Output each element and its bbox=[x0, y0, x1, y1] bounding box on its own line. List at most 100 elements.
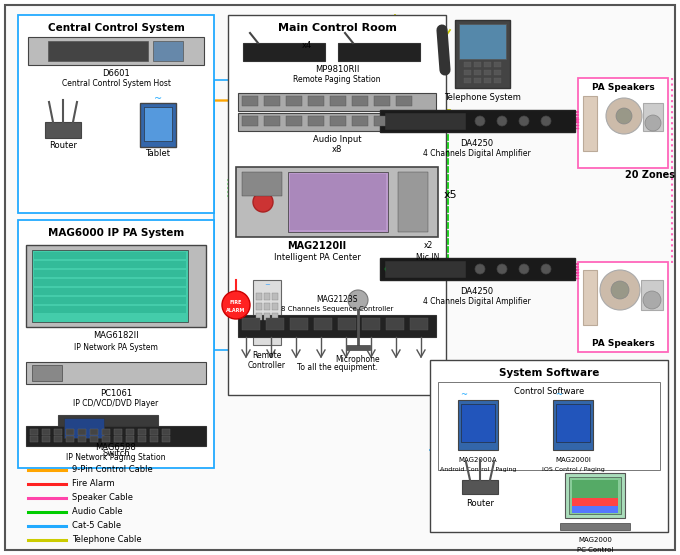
Bar bbox=[114, 429, 122, 435]
Text: Telephone System: Telephone System bbox=[443, 93, 520, 103]
Bar bbox=[374, 116, 390, 126]
Bar bbox=[338, 43, 420, 61]
Bar bbox=[455, 20, 510, 88]
Bar bbox=[272, 303, 278, 310]
Bar bbox=[553, 400, 593, 450]
Text: x5: x5 bbox=[443, 190, 457, 200]
Bar bbox=[28, 37, 204, 65]
Bar bbox=[45, 122, 81, 138]
Bar bbox=[78, 429, 86, 435]
Text: MAG6182II: MAG6182II bbox=[93, 331, 139, 341]
Bar bbox=[474, 78, 481, 83]
Bar bbox=[435, 23, 457, 71]
Bar bbox=[64, 418, 104, 438]
Text: Cat-5 Cable: Cat-5 Cable bbox=[72, 522, 121, 531]
Text: ~: ~ bbox=[264, 282, 270, 288]
Bar bbox=[560, 523, 630, 530]
Bar bbox=[484, 62, 491, 67]
Circle shape bbox=[611, 281, 629, 299]
Text: IP CD/VCD/DVD Player: IP CD/VCD/DVD Player bbox=[73, 400, 158, 408]
Bar bbox=[583, 96, 597, 151]
Bar bbox=[380, 258, 575, 280]
Bar bbox=[78, 436, 86, 442]
Text: Controller: Controller bbox=[248, 361, 286, 370]
Bar bbox=[464, 78, 471, 83]
Text: Router: Router bbox=[49, 142, 77, 150]
Bar bbox=[578, 78, 668, 168]
Bar bbox=[242, 172, 282, 196]
Text: Remote Paging Station: Remote Paging Station bbox=[293, 74, 381, 83]
Text: System Software: System Software bbox=[499, 368, 599, 378]
Bar bbox=[643, 103, 663, 131]
Text: PA Speakers: PA Speakers bbox=[592, 83, 654, 93]
Circle shape bbox=[519, 116, 529, 126]
Bar bbox=[308, 116, 324, 126]
Bar bbox=[162, 436, 170, 442]
Bar bbox=[396, 96, 412, 106]
Bar bbox=[162, 429, 170, 435]
Bar bbox=[238, 315, 436, 337]
Bar bbox=[34, 252, 186, 259]
Text: DA4250: DA4250 bbox=[460, 139, 494, 149]
Bar bbox=[102, 436, 110, 442]
Bar bbox=[150, 429, 158, 435]
Bar bbox=[494, 78, 501, 83]
Circle shape bbox=[497, 116, 507, 126]
Bar bbox=[556, 404, 590, 442]
Bar bbox=[34, 288, 186, 295]
Bar bbox=[138, 436, 146, 442]
Text: D6601: D6601 bbox=[102, 68, 130, 78]
Bar bbox=[290, 318, 308, 330]
Text: ~: ~ bbox=[154, 94, 162, 104]
Text: Main Control Room: Main Control Room bbox=[277, 23, 396, 33]
Bar bbox=[34, 270, 186, 277]
Bar bbox=[398, 172, 428, 232]
Text: IP Network Paging Station: IP Network Paging Station bbox=[66, 453, 166, 462]
Bar bbox=[26, 426, 206, 446]
Bar bbox=[272, 313, 278, 320]
Bar bbox=[228, 15, 446, 395]
Bar bbox=[238, 113, 436, 131]
Bar bbox=[641, 280, 663, 310]
Text: Fire Alarm: Fire Alarm bbox=[72, 480, 115, 488]
Bar bbox=[286, 116, 302, 126]
Circle shape bbox=[541, 116, 551, 126]
Bar bbox=[352, 116, 368, 126]
Circle shape bbox=[600, 270, 640, 310]
Text: Android Control / Paging: Android Control / Paging bbox=[440, 467, 516, 472]
Bar bbox=[459, 24, 506, 59]
Bar bbox=[430, 360, 668, 532]
Bar bbox=[396, 116, 412, 126]
Bar bbox=[256, 303, 262, 310]
Bar bbox=[18, 15, 214, 213]
Bar bbox=[380, 110, 575, 132]
Text: Audio Cable: Audio Cable bbox=[72, 507, 122, 517]
Bar bbox=[66, 436, 74, 442]
Text: IP Network PA System: IP Network PA System bbox=[74, 342, 158, 351]
Bar bbox=[264, 303, 270, 310]
Circle shape bbox=[222, 291, 250, 319]
Bar bbox=[338, 318, 356, 330]
Text: ~: ~ bbox=[555, 391, 562, 400]
Text: 9-Pin Control Cable: 9-Pin Control Cable bbox=[72, 466, 153, 475]
Bar bbox=[264, 96, 280, 106]
Circle shape bbox=[253, 192, 273, 212]
Circle shape bbox=[645, 115, 661, 131]
Bar bbox=[256, 293, 262, 300]
Bar bbox=[290, 174, 386, 230]
Bar bbox=[243, 43, 325, 61]
Text: PC Control: PC Control bbox=[577, 547, 613, 553]
Bar bbox=[30, 429, 38, 435]
Bar bbox=[484, 78, 491, 83]
Bar bbox=[34, 306, 186, 313]
Text: MP9810RII: MP9810RII bbox=[315, 64, 359, 73]
Bar bbox=[583, 270, 597, 325]
Circle shape bbox=[475, 116, 485, 126]
Bar bbox=[374, 96, 390, 106]
Circle shape bbox=[606, 98, 642, 134]
Bar bbox=[438, 382, 660, 470]
Text: To all the equipment.: To all the equipment. bbox=[296, 364, 377, 372]
Circle shape bbox=[385, 118, 391, 124]
Text: Intelligent PA Center: Intelligent PA Center bbox=[273, 253, 360, 261]
Text: 20 Zones: 20 Zones bbox=[625, 170, 675, 180]
